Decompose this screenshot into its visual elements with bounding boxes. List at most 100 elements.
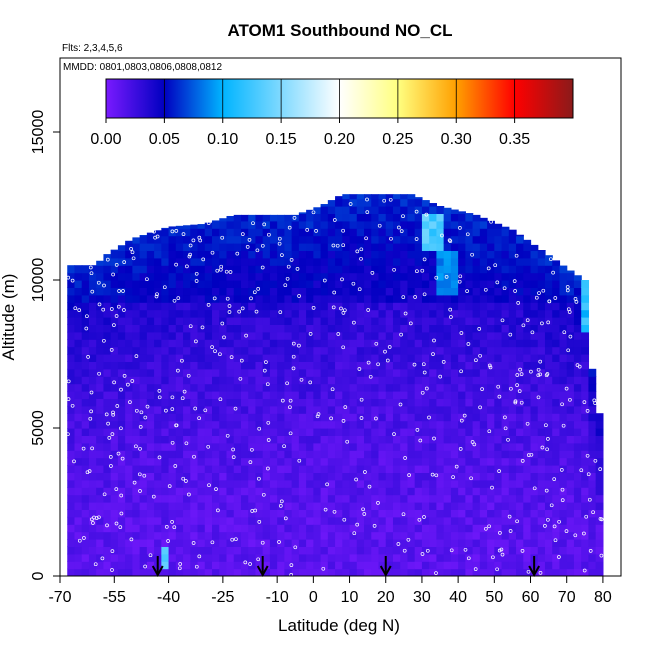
heatmap-cell	[356, 472, 365, 481]
heatmap-cell	[204, 568, 213, 576]
heatmap-cell	[508, 420, 517, 429]
heatmap-cell	[494, 376, 503, 385]
heatmap-cell	[154, 516, 162, 525]
heatmap-cell	[573, 472, 582, 481]
heatmap-cell	[262, 405, 271, 414]
heatmap-cell	[494, 465, 503, 473]
heatmap-cell	[291, 457, 300, 466]
sample-point	[352, 531, 357, 536]
heatmap-cell	[139, 561, 148, 570]
heatmap-cell	[450, 435, 459, 444]
heatmap-cell	[262, 502, 271, 510]
heatmap-cell	[342, 553, 351, 562]
heatmap-cell	[117, 561, 126, 570]
heatmap-cell	[117, 309, 126, 318]
heatmap-cell	[465, 213, 474, 222]
heatmap-cell	[110, 346, 119, 355]
heatmap-cell	[349, 243, 358, 251]
heatmap-cell	[349, 354, 358, 362]
heatmap-cell	[320, 243, 329, 251]
heatmap-cell	[313, 428, 322, 436]
heatmap-cell	[313, 457, 322, 466]
sample-point	[359, 247, 364, 252]
heatmap-cell	[117, 472, 126, 481]
sample-point	[111, 412, 116, 417]
heatmap-cell	[88, 494, 97, 503]
heatmap-cell	[306, 516, 314, 525]
sample-point	[568, 397, 572, 402]
heatmap-cell	[508, 309, 517, 318]
heatmap-cell	[306, 354, 314, 362]
heatmap-cell	[429, 265, 438, 274]
heatmap-cell	[175, 324, 184, 333]
heatmap-cell	[284, 309, 293, 318]
heatmap-cell	[88, 383, 97, 392]
sample-point	[289, 573, 294, 576]
heatmap-cell	[298, 524, 307, 533]
sample-point	[280, 253, 284, 257]
heatmap-cell	[364, 442, 372, 451]
sample-point	[248, 562, 252, 566]
heatmap-cell	[371, 294, 380, 303]
heatmap-cell	[306, 391, 314, 399]
heatmap-cell	[335, 287, 343, 296]
heatmap-cell	[74, 354, 83, 362]
sample-point	[490, 485, 494, 490]
sample-point	[359, 416, 364, 420]
heatmap-cell	[212, 472, 220, 481]
heatmap-cell	[508, 553, 517, 562]
heatmap-cell	[327, 524, 336, 533]
heatmap-cell	[378, 465, 387, 473]
heatmap-cell	[327, 280, 336, 288]
heatmap-cell	[494, 428, 503, 436]
heatmap-cell	[392, 354, 401, 362]
heatmap-cell	[385, 280, 394, 288]
heatmap-cell	[284, 368, 293, 377]
heatmap-cell	[356, 420, 365, 429]
heatmap-cell	[327, 287, 336, 296]
heatmap-cell	[566, 302, 575, 311]
heatmap-cell	[168, 516, 177, 525]
heatmap-cell	[458, 413, 466, 422]
heatmap-cell	[110, 354, 119, 362]
sample-point	[243, 560, 248, 565]
heatmap-cell	[443, 516, 452, 525]
heatmap-cell	[88, 398, 97, 407]
sample-point	[289, 258, 294, 262]
heatmap-cell	[197, 413, 206, 422]
heatmap-cell	[335, 206, 343, 214]
heatmap-cell	[204, 405, 213, 414]
heatmap-cell	[450, 553, 459, 562]
heatmap-cell	[298, 294, 307, 303]
heatmap-cell	[595, 553, 604, 562]
heatmap-cell	[139, 479, 148, 488]
heatmap-cell	[81, 294, 90, 303]
heatmap-cell	[248, 428, 257, 436]
heatmap-cell	[125, 465, 133, 473]
heatmap-cell	[327, 479, 336, 488]
sample-point	[153, 235, 157, 240]
heatmap-cell	[407, 524, 416, 533]
heatmap-cell	[349, 546, 358, 555]
heatmap-cell	[277, 280, 285, 288]
heatmap-cell	[190, 442, 199, 451]
heatmap-cell	[436, 294, 445, 303]
heatmap-cell	[516, 391, 524, 399]
heatmap-cell	[458, 516, 466, 525]
x-tick-label: 60	[522, 589, 540, 606]
heatmap-cell	[117, 376, 126, 385]
heatmap-cell	[240, 561, 249, 570]
heatmap-cell	[342, 206, 351, 214]
heatmap-cell	[74, 450, 83, 459]
heatmap-cell	[349, 494, 358, 503]
heatmap-cell	[175, 502, 184, 510]
sample-point	[498, 531, 502, 535]
sample-point	[497, 469, 501, 473]
heatmap-cell	[436, 442, 445, 451]
heatmap-cell	[544, 287, 553, 296]
heatmap-cell	[219, 420, 228, 429]
heatmap-cell	[537, 376, 546, 385]
heatmap-cell	[110, 561, 119, 570]
heatmap-cell	[313, 442, 322, 451]
heatmap-cell	[494, 324, 503, 333]
